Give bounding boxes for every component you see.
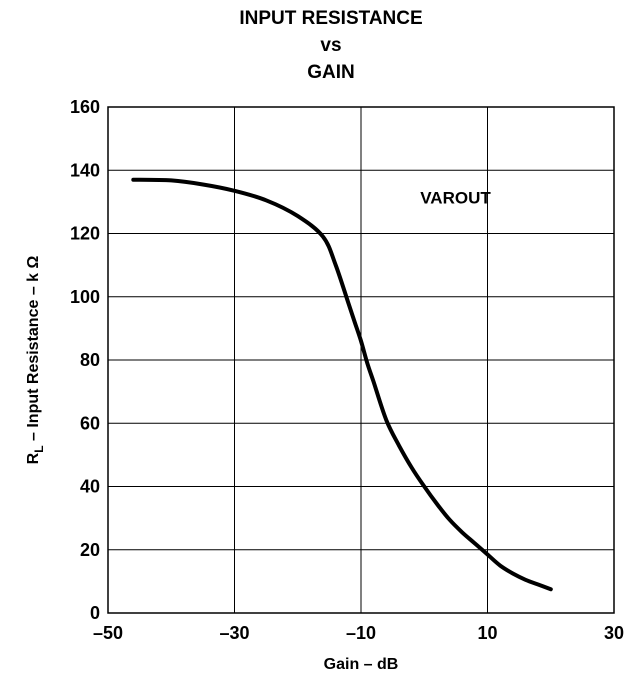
y-axis-ticks: 0 20 40 60 80 100 120 140 160 [70, 97, 100, 623]
y-tick-label-1: 20 [80, 540, 100, 560]
y-tick-label-0: 0 [90, 603, 100, 623]
chart-title: INPUT RESISTANCE vs GAIN [239, 8, 422, 83]
y-axis-label-subscript: L [32, 445, 46, 452]
y-tick-label-8: 160 [70, 97, 100, 117]
y-tick-label-7: 140 [70, 160, 100, 180]
plot-frame [107, 106, 615, 614]
grid [108, 107, 614, 613]
y-tick-label-4: 80 [80, 350, 100, 370]
chart-title-line-2: vs [320, 35, 341, 56]
y-tick-label-6: 120 [70, 224, 100, 244]
series-line-1 [131, 177, 553, 592]
x-tick-label-4: 30 [604, 623, 624, 643]
x-tick-label-1: –30 [219, 623, 249, 643]
x-tick-label-3: 10 [477, 623, 497, 643]
annotation-varout: VAROUT [420, 188, 491, 207]
x-axis-label: Gain – dB [324, 656, 399, 673]
y-tick-label-2: 40 [80, 477, 100, 497]
plot-border [107, 106, 615, 614]
y-axis-label: RL – Input Resistance – k Ω [25, 255, 46, 464]
y-tick-label-5: 100 [70, 287, 100, 307]
x-tick-label-0: –50 [93, 623, 123, 643]
y-tick-label-3: 60 [80, 413, 100, 433]
x-axis-ticks: –50 –30 –10 10 30 [93, 623, 624, 643]
chart-title-line-1: INPUT RESISTANCE [239, 8, 422, 29]
chart-title-line-3: GAIN [307, 62, 355, 83]
series [131, 177, 553, 592]
x-tick-label-2: –10 [346, 623, 376, 643]
y-axis-label-main: R [25, 452, 42, 464]
y-axis-label-rest: – Input Resistance – k Ω [25, 255, 42, 445]
